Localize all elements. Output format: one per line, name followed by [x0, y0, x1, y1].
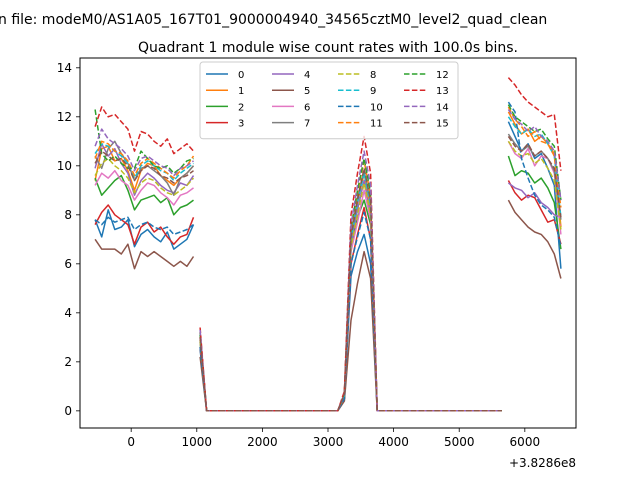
legend-label-10: 10 [370, 102, 383, 113]
series-line-5-seg-2 [507, 199, 562, 279]
series-line-5-seg-0 [94, 238, 195, 270]
series-line-14-seg-0 [94, 128, 194, 177]
series-line-2-seg-0 [94, 174, 194, 216]
legend-label-0: 0 [238, 70, 244, 81]
series-line-10-seg-2 [507, 101, 562, 247]
legend-label-8: 8 [370, 70, 376, 81]
series-line-15-seg-0 [94, 150, 194, 184]
figure-suptitle: n file: modeM0/AS1A05_167T01_9000004940_… [0, 12, 547, 28]
legend-label-14: 14 [436, 102, 449, 113]
x-tick-label-6: 6000 [510, 435, 541, 449]
series-line-8-seg-2 [507, 140, 562, 230]
y-tick-label-6: 12 [57, 110, 72, 124]
series-line-9-seg-0 [94, 143, 194, 182]
y-tick-label-3: 6 [64, 257, 72, 271]
y-tick-label-5: 10 [57, 159, 72, 173]
series-line-7-seg-0 [94, 140, 195, 196]
legend-label-6: 6 [304, 102, 310, 113]
series-line-13-seg-0 [94, 106, 195, 155]
legend-label-15: 15 [436, 119, 449, 130]
series-line-8-seg-1 [199, 182, 502, 412]
series-line-6-seg-2 [507, 140, 562, 235]
series-line-2-seg-2 [507, 155, 562, 250]
series-line-15-seg-1 [199, 167, 502, 412]
legend-label-2: 2 [238, 102, 244, 113]
legend-label-12: 12 [436, 70, 449, 81]
legend-label-3: 3 [238, 119, 244, 130]
y-tick-label-7: 14 [57, 61, 72, 75]
series-line-10-seg-0 [94, 216, 194, 236]
legend-label-5: 5 [304, 86, 310, 97]
x-tick-label-0: 0 [127, 435, 135, 449]
y-tick-label-2: 4 [64, 306, 72, 320]
series-line-0-seg-2 [507, 121, 562, 269]
legend-label-7: 7 [304, 119, 310, 130]
series-line-4-seg-2 [507, 182, 562, 219]
legend-label-11: 11 [370, 119, 383, 130]
series-line-15-seg-2 [507, 135, 562, 218]
series-line-11-seg-0 [94, 140, 195, 179]
series-line-12-seg-0 [94, 109, 194, 174]
x-tick-label-2: 2000 [247, 435, 278, 449]
series-lines [94, 77, 562, 412]
series-line-14-seg-2 [507, 109, 562, 201]
series-line-7-seg-1 [199, 169, 502, 412]
x-offset-label: +3.8286e8 [509, 456, 576, 470]
series-line-11-seg-2 [507, 106, 562, 208]
legend-label-4: 4 [304, 70, 310, 81]
series-line-13-seg-2 [507, 77, 562, 171]
series-line-8-seg-0 [94, 157, 195, 196]
legend-label-9: 9 [370, 86, 376, 97]
y-tick-label-4: 8 [64, 208, 72, 222]
series-line-12-seg-2 [507, 104, 562, 201]
x-tick-label-3: 3000 [313, 435, 344, 449]
series-line-3-seg-0 [94, 204, 195, 245]
x-tick-label-1: 1000 [182, 435, 213, 449]
chart-title: Quadrant 1 module wise count rates with … [138, 40, 518, 56]
x-tick-label-4: 4000 [378, 435, 409, 449]
series-line-0-seg-0 [94, 209, 195, 250]
legend-label-1: 1 [238, 86, 244, 97]
series-line-3-seg-2 [507, 180, 562, 245]
y-tick-label-1: 2 [64, 355, 72, 369]
legend-label-13: 13 [436, 86, 449, 97]
legend-box [199, 61, 459, 140]
series-line-6-seg-0 [94, 169, 194, 206]
series-line-9-seg-1 [199, 172, 502, 412]
series-line-1-seg-1 [199, 172, 502, 412]
y-tick-label-0: 0 [64, 404, 72, 418]
x-tick-label-5: 5000 [444, 435, 475, 449]
